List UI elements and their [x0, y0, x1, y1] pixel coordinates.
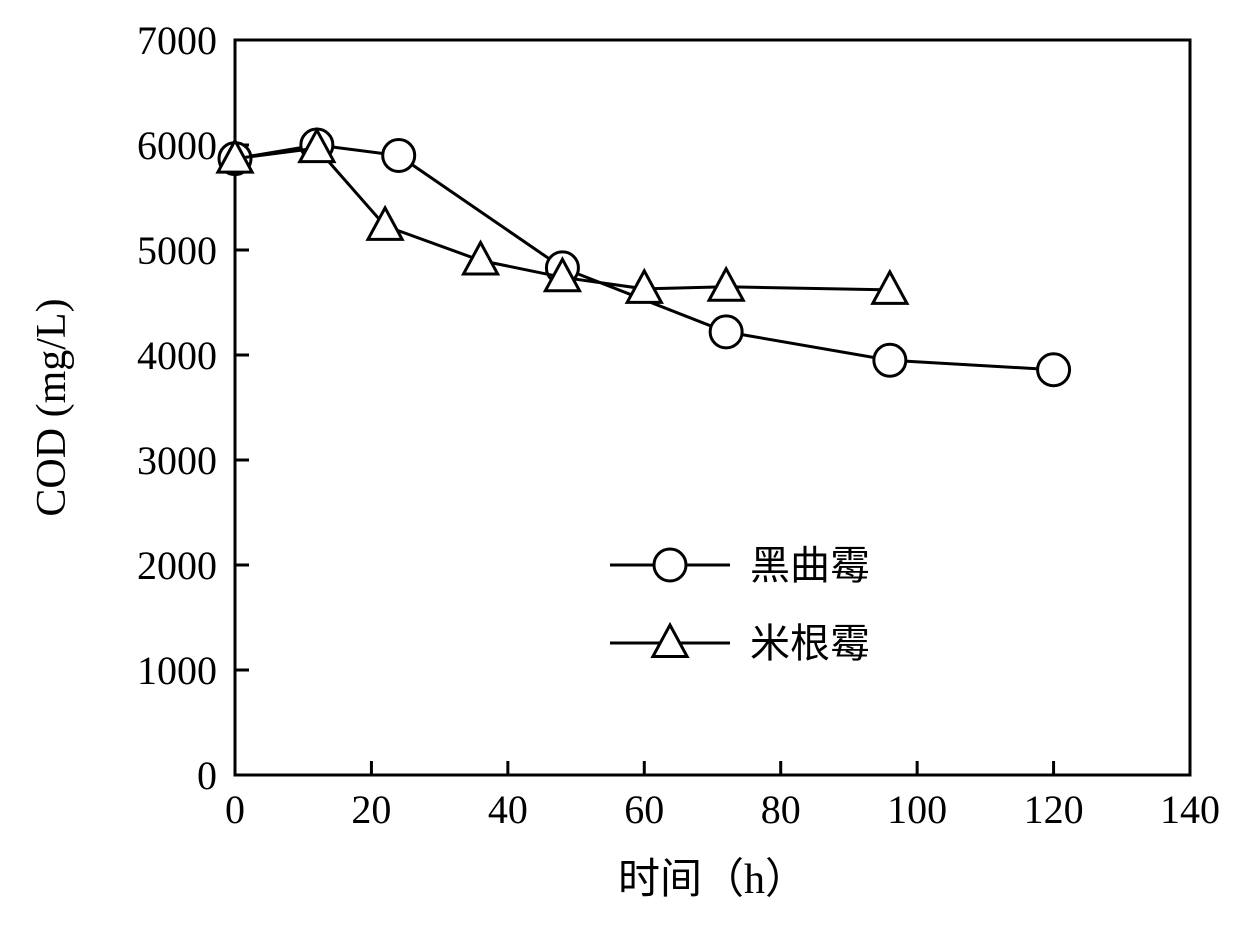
- y-tick-label: 1000: [137, 648, 217, 693]
- x-tick-label: 140: [1160, 787, 1220, 832]
- legend-label-circle: 黑曲霉: [750, 543, 870, 588]
- y-tick-label: 2000: [137, 543, 217, 588]
- line-chart: 0 20 40 60 80 100 120 140 0 1000 2000 3000 4000 5000 6…: [0, 0, 1239, 928]
- y-tick-label: 3000: [137, 438, 217, 483]
- x-tick-label: 120: [1024, 787, 1084, 832]
- legend-label-triangle: 米根霉: [750, 621, 870, 666]
- y-tick-label: 0: [197, 753, 217, 798]
- y-axis-label: COD (mg/L): [29, 298, 75, 516]
- x-tick-label: 40: [488, 787, 528, 832]
- x-tick-label: 20: [351, 787, 391, 832]
- x-tick-label: 100: [887, 787, 947, 832]
- y-tick-label: 6000: [137, 123, 217, 168]
- chart-container: 0 20 40 60 80 100 120 140 0 1000 2000 3000 4000 5000 6…: [0, 0, 1239, 928]
- y-tick-label: 7000: [137, 18, 217, 63]
- x-tick-label: 60: [624, 787, 664, 832]
- x-axis-label: 时间（h）: [618, 857, 807, 903]
- x-tick-label: 0: [225, 787, 245, 832]
- y-tick-label: 4000: [137, 333, 217, 378]
- x-tick-label: 80: [761, 787, 801, 832]
- y-tick-label: 5000: [137, 228, 217, 273]
